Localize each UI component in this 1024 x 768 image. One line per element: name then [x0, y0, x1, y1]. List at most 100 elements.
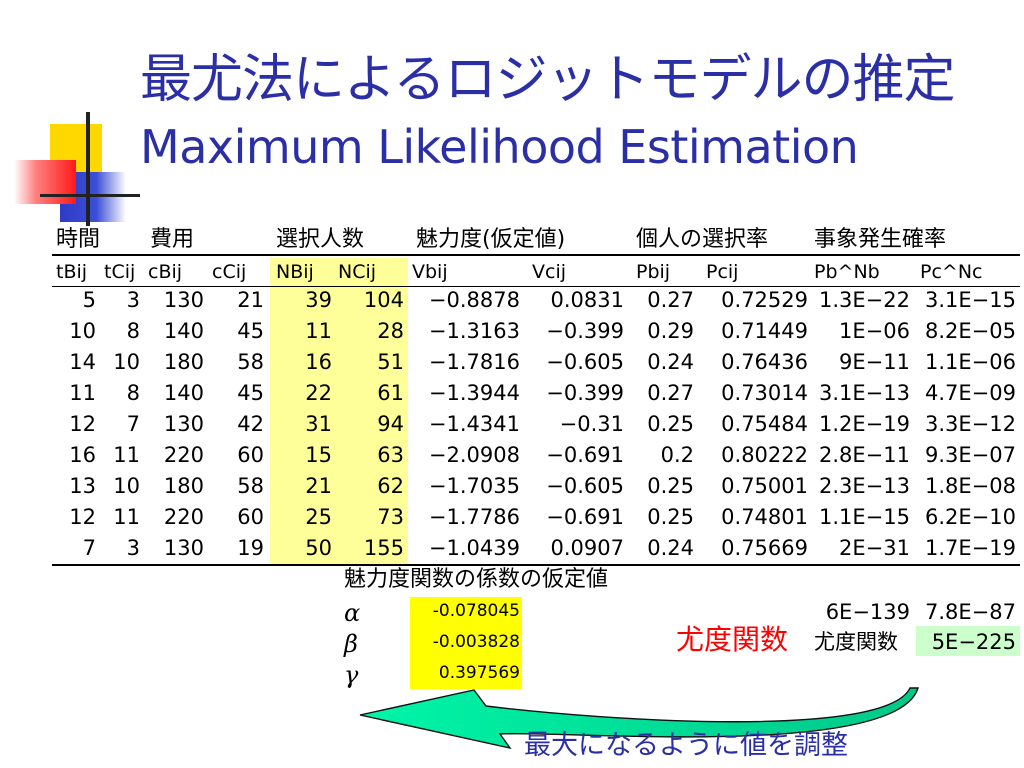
parameter-value: -0.003828	[432, 632, 520, 652]
table-cell: −0.691	[546, 505, 624, 529]
deco-horizontal-line	[40, 194, 140, 197]
group-header: 個人の選択率	[636, 227, 769, 252]
table-cell: 104	[363, 288, 404, 312]
table-cell: 0.25	[647, 412, 694, 436]
group-header: 時間	[56, 227, 101, 252]
parameter-value: 0.397569	[438, 663, 520, 683]
table-cell: 220	[163, 443, 204, 467]
table-cell: −1.3163	[428, 319, 520, 343]
table-cell: 8	[126, 381, 140, 405]
table-cell: 1.2E−19	[819, 412, 910, 436]
deco-vertical-line	[86, 112, 90, 226]
table-cell: 0.76436	[721, 350, 808, 374]
table-cell: −0.605	[546, 350, 624, 374]
table-cell: 6.2E−10	[925, 505, 1016, 529]
parameter-symbol: γ	[344, 661, 359, 689]
table-cell: 0.27	[647, 381, 694, 405]
table-cell: 31	[305, 412, 332, 436]
table-cell: 0.75669	[721, 536, 808, 560]
table-cell: 16	[69, 443, 96, 467]
table-cell: 3.1E−13	[819, 381, 910, 405]
table-cell: 58	[237, 474, 264, 498]
table-cell: 28	[377, 319, 404, 343]
table-cell: −1.7786	[428, 505, 520, 529]
table-cell: 61	[377, 381, 404, 405]
table-cell: 0.29	[647, 319, 694, 343]
table-cell: 7	[126, 412, 140, 436]
table-cell: 11	[113, 505, 140, 529]
table-cell: 16	[305, 350, 332, 374]
column-header: cCij	[212, 261, 247, 283]
table-cell: 140	[163, 381, 204, 405]
table-cell: 1.8E−08	[925, 474, 1016, 498]
table-cell: 220	[163, 505, 204, 529]
table-cell: 15	[305, 443, 332, 467]
table-cell: −1.7035	[428, 474, 520, 498]
table-cell: 11	[305, 319, 332, 343]
table-cell: 11	[69, 381, 96, 405]
table-cell: 94	[377, 412, 404, 436]
table-cell: −0.8878	[428, 288, 520, 312]
table-cell: 0.80222	[721, 443, 808, 467]
column-header: Pbij	[636, 261, 671, 283]
column-header: Vbij	[412, 261, 448, 283]
likelihood-value: 5E−225	[931, 630, 1016, 654]
table-rule-top	[52, 254, 1020, 256]
column-header: NBij	[276, 261, 314, 283]
table-cell: −0.399	[546, 319, 624, 343]
table-cell: 155	[363, 536, 404, 560]
table-cell: 62	[377, 474, 404, 498]
table-cell: −1.7816	[428, 350, 520, 374]
table-cell: 45	[237, 381, 264, 405]
table-cell: 19	[237, 536, 264, 560]
parameter-box	[410, 597, 522, 689]
parameter-symbol: β	[344, 630, 358, 658]
parameter-value: -0.078045	[432, 601, 520, 621]
group-header: 魅力度(仮定値)	[416, 227, 566, 252]
table-cell: 2E−31	[839, 536, 910, 560]
table-cell: 12	[69, 505, 96, 529]
table-cell: 63	[377, 443, 404, 467]
table-cell: 0.71449	[721, 319, 808, 343]
table-cell: 45	[237, 319, 264, 343]
table-cell: −0.399	[546, 381, 624, 405]
title-english: Maximum Likelihood Estimation	[140, 120, 859, 174]
table-cell: 1.1E−06	[925, 350, 1016, 374]
table-cell: 60	[237, 505, 264, 529]
table-cell: −1.3944	[428, 381, 520, 405]
table-cell: −0.691	[546, 443, 624, 467]
table-cell: 4.7E−09	[925, 381, 1016, 405]
table-cell: 0.24	[647, 536, 694, 560]
column-header: tCij	[104, 261, 136, 283]
table-cell: 25	[305, 505, 332, 529]
table-rule-mid	[52, 286, 1020, 287]
table-cell: 9.3E−07	[925, 443, 1016, 467]
table-cell: 10	[69, 319, 96, 343]
table-cell: 0.0831	[550, 288, 624, 312]
table-cell: 130	[163, 536, 204, 560]
table-cell: −1.4341	[428, 412, 520, 436]
table-cell: 3.3E−12	[925, 412, 1016, 436]
table-cell: 2.3E−13	[819, 474, 910, 498]
table-cell: 12	[69, 412, 96, 436]
table-cell: 21	[237, 288, 264, 312]
table-cell: 0.74801	[721, 505, 808, 529]
table-cell: 1.7E−19	[925, 536, 1016, 560]
table-cell: 3	[126, 536, 140, 560]
table-cell: 3.1E−15	[925, 288, 1016, 312]
parameters-heading: 魅力度関数の係数の仮定値	[344, 567, 609, 592]
table-cell: 22	[305, 381, 332, 405]
table-cell: 0.24	[647, 350, 694, 374]
table-cell: −0.31	[559, 412, 624, 436]
table-cell: 0.25	[647, 505, 694, 529]
table-cell: 9E−11	[839, 350, 910, 374]
table-cell: 180	[163, 350, 204, 374]
table-cell: 0.72529	[721, 288, 808, 312]
table-cell: 5	[82, 288, 96, 312]
table-cell: 2.8E−11	[819, 443, 910, 467]
group-header: 費用	[150, 227, 195, 252]
table-cell: 140	[163, 319, 204, 343]
likelihood-label: 尤度関数	[814, 630, 898, 654]
table-cell: 180	[163, 474, 204, 498]
deco-red-square	[14, 160, 76, 204]
